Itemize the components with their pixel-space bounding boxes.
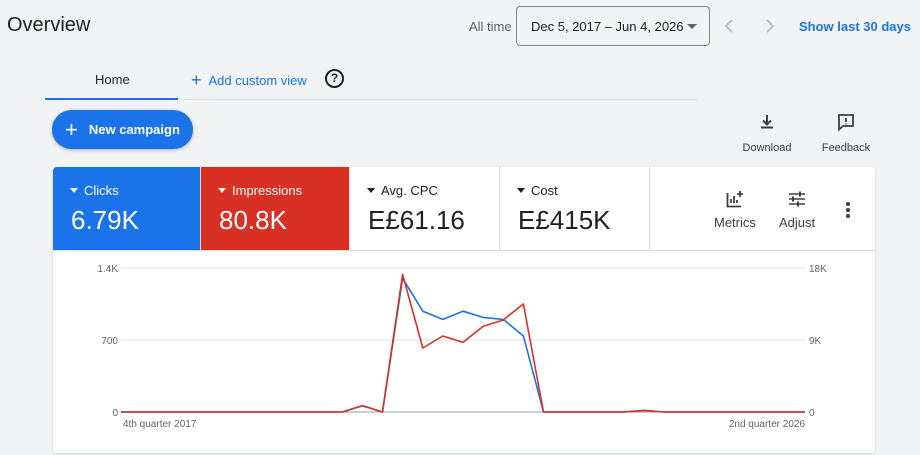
range-label: All time bbox=[469, 19, 512, 34]
metric-value: 6.79K bbox=[71, 205, 139, 235]
next-period-button[interactable] bbox=[757, 14, 781, 38]
dropdown-triangle-icon bbox=[218, 188, 226, 193]
x-axis-end-label: 2nd quarter 2026 bbox=[729, 419, 806, 430]
tab-home-label: Home bbox=[95, 72, 130, 87]
add-chart-icon bbox=[726, 191, 743, 208]
metric-value: 80.8K bbox=[219, 205, 287, 235]
page-title: Overview bbox=[7, 14, 91, 36]
metric-clicks[interactable]: Clicks 6.79K bbox=[53, 167, 201, 250]
metric-label: Clicks bbox=[84, 183, 119, 198]
chevron-right-icon bbox=[766, 19, 775, 33]
metric-label: Cost bbox=[531, 183, 558, 198]
more-vert-icon[interactable] bbox=[840, 201, 856, 219]
new-campaign-button[interactable]: + New campaign bbox=[52, 110, 193, 149]
date-range-value: Dec 5, 2017 – Jun 4, 2026 bbox=[531, 19, 684, 34]
download-icon bbox=[761, 115, 773, 129]
plus-icon: + bbox=[65, 116, 78, 142]
metric-cost[interactable]: Cost E£415K bbox=[500, 167, 650, 250]
metrics-button[interactable]: Metrics bbox=[714, 189, 756, 232]
performance-card: Clicks 6.79K Impressions 80.8K Avg. CPC … bbox=[53, 167, 875, 453]
download-label: Download bbox=[742, 142, 792, 154]
feedback-label: Feedback bbox=[821, 142, 871, 154]
metric-avg-cpc[interactable]: Avg. CPC E£61.16 bbox=[350, 167, 500, 250]
download-button[interactable]: Download bbox=[737, 112, 797, 156]
feedback-button[interactable]: Feedback bbox=[816, 112, 876, 156]
metric-value: E£61.16 bbox=[368, 205, 465, 235]
chevron-left-icon bbox=[724, 19, 733, 33]
new-campaign-label: New campaign bbox=[88, 122, 180, 137]
help-icon[interactable]: ? bbox=[325, 69, 344, 88]
date-range-select[interactable]: Dec 5, 2017 – Jun 4, 2026 bbox=[516, 6, 710, 46]
view-tabs: Home + Add custom view ? bbox=[45, 60, 697, 100]
metric-label: Impressions bbox=[232, 183, 303, 198]
plus-icon: + bbox=[191, 70, 202, 90]
left-axis-tick-label: 700 bbox=[101, 336, 118, 347]
x-axis-start-label: 4th quarter 2017 bbox=[123, 419, 197, 430]
dropdown-triangle-icon bbox=[367, 188, 375, 193]
metrics-label: Metrics bbox=[714, 215, 756, 230]
tune-icon bbox=[789, 191, 806, 207]
series-line-impressions bbox=[121, 273, 805, 413]
previous-period-button[interactable] bbox=[718, 14, 742, 38]
left-axis-tick-label: 0 bbox=[112, 408, 118, 419]
right-axis-tick-label: 18K bbox=[809, 264, 827, 275]
divider bbox=[53, 250, 875, 251]
dropdown-triangle-icon bbox=[70, 188, 78, 193]
dropdown-arrow-icon bbox=[687, 24, 697, 29]
add-custom-view-label: Add custom view bbox=[208, 72, 307, 88]
adjust-label: Adjust bbox=[779, 215, 816, 230]
show-last-30-days-link[interactable]: Show last 30 days bbox=[799, 19, 911, 34]
performance-chart: 1.4K 18K 700 9K 0 0 4th quarter 2017 2nd quarte… bbox=[97, 264, 827, 430]
series-line-clicks bbox=[121, 277, 805, 413]
adjust-button[interactable]: Adjust bbox=[779, 189, 815, 232]
add-custom-view-button[interactable]: + Add custom view bbox=[191, 70, 307, 90]
metric-label: Avg. CPC bbox=[381, 183, 438, 198]
right-axis-tick-label: 0 bbox=[809, 408, 815, 419]
metric-value: E£415K bbox=[518, 205, 611, 235]
tab-home[interactable]: Home bbox=[45, 60, 178, 100]
dropdown-triangle-icon bbox=[517, 188, 525, 193]
metric-impressions[interactable]: Impressions 80.8K bbox=[201, 167, 350, 250]
left-axis-tick-label: 1.4K bbox=[97, 264, 118, 275]
overview-header: Overview All time Dec 5, 2017 – Jun 4, 2… bbox=[0, 0, 920, 52]
right-axis-tick-label: 9K bbox=[809, 336, 822, 347]
feedback-icon bbox=[838, 114, 854, 132]
